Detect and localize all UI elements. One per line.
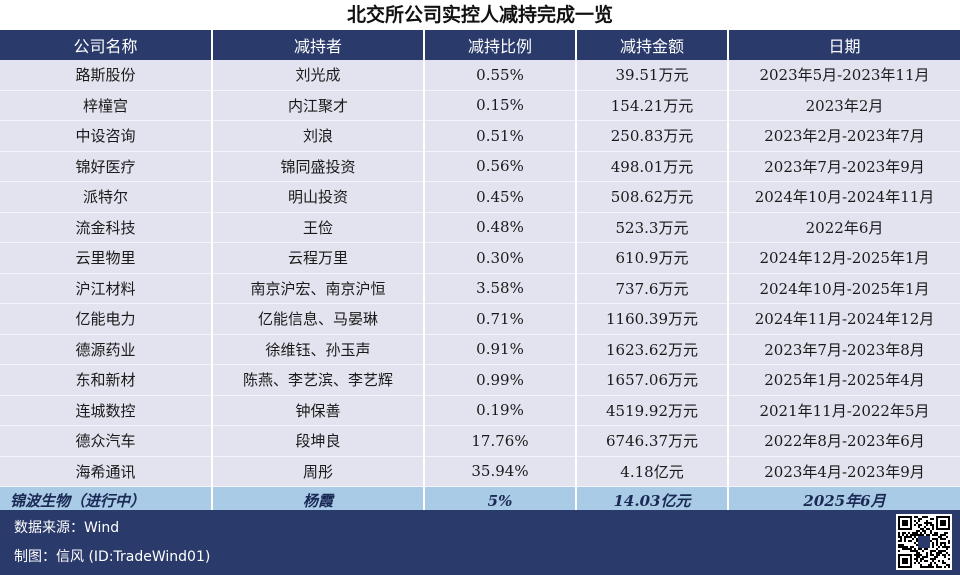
cell-amount: 4519.92万元 (576, 395, 729, 426)
cell-seller: 徐维钰、孙玉声 (212, 334, 425, 365)
cell-amount: 6746.37万元 (576, 425, 729, 457)
cell-company: 派特尔 (0, 181, 213, 213)
table-row: 流金科技 王俭 0.48% 523.3万元 2022年6月 (0, 212, 960, 243)
cell-ratio: 0.48% (424, 212, 577, 243)
cell-seller: 刘浪 (212, 120, 425, 152)
cell-company: 锦好医疗 (0, 151, 213, 182)
cell-ratio: 0.19% (424, 395, 577, 426)
cell-seller: 周彤 (212, 456, 425, 487)
cell-ratio: 0.71% (424, 303, 577, 335)
cell-company: 亿能电力 (0, 303, 213, 335)
table-row: 德众汽车 段坤良 17.76% 6746.37万元 2022年8月-2023年6月 (0, 425, 960, 457)
cell-amount: 508.62万元 (576, 181, 729, 213)
cell-date: 2024年10月-2025年1月 (728, 273, 960, 304)
cell-amount: 4.18亿元 (576, 456, 729, 487)
table-row: 亿能电力 亿能信息、马晏琳 0.71% 1160.39万元 2024年11月-2024年… (0, 303, 960, 335)
cell-seller: 亿能信息、马晏琳 (212, 303, 425, 335)
column-header-seller: 减持者 (212, 30, 425, 60)
cell-company: 路斯股份 (0, 60, 213, 91)
column-header-ratio: 减持比例 (424, 30, 577, 60)
cell-ratio: 0.56% (424, 151, 577, 182)
cell-seller: 王俭 (212, 212, 425, 243)
cell-company: 沪江材料 (0, 273, 213, 304)
table-row: 德源药业 徐维钰、孙玉声 0.91% 1623.62万元 2023年7月-2023年8月 (0, 334, 960, 365)
cell-date: 2024年10月-2024年11月 (728, 181, 960, 213)
cell-ratio: 0.30% (424, 242, 577, 274)
cell-company: 连城数控 (0, 395, 213, 426)
table-row: 路斯股份 刘光成 0.55% 39.51万元 2023年5月-2023年11月 (0, 60, 960, 91)
table-row: 海希通讯 周彤 35.94% 4.18亿元 2023年4月-2023年9月 (0, 456, 960, 487)
cell-ratio: 17.76% (424, 425, 577, 457)
table-row: 云里物里 云程万里 0.30% 610.9万元 2024年12月-2025年1月 (0, 242, 960, 274)
cell-company: 流金科技 (0, 212, 213, 243)
cell-ratio: 0.91% (424, 334, 577, 365)
cell-company: 云里物里 (0, 242, 213, 274)
footer-bar: 数据来源：Wind 制图：信风 (ID:TradeWind01) (0, 510, 960, 575)
cell-ratio: 3.58% (424, 273, 577, 304)
cell-amount: 154.21万元 (576, 90, 729, 121)
cell-seller: 锦同盛投资 (212, 151, 425, 182)
cell-ratio: 35.94% (424, 456, 577, 487)
cell-seller: 明山投资 (212, 181, 425, 213)
table-row: 派特尔 明山投资 0.45% 508.62万元 2024年10月-2024年11月 (0, 181, 960, 213)
table-header-row: 公司名称 减持者 减持比例 减持金额 日期 (0, 30, 960, 60)
qr-code-icon (896, 514, 952, 570)
cell-amount: 737.6万元 (576, 273, 729, 304)
column-header-date: 日期 (728, 30, 960, 60)
column-header-amount: 减持金额 (576, 30, 729, 60)
cell-company: 德众汽车 (0, 425, 213, 457)
cell-seller: 内江聚才 (212, 90, 425, 121)
table-row: 东和新材 陈燕、李艺滨、李艺辉 0.99% 1657.06万元 2025年1月-2025… (0, 364, 960, 396)
cell-ratio: 0.15% (424, 90, 577, 121)
cell-date: 2022年6月 (728, 212, 960, 243)
cell-date: 2022年8月-2023年6月 (728, 425, 960, 457)
cell-date: 2021年11月-2022年5月 (728, 395, 960, 426)
column-header-company: 公司名称 (0, 30, 213, 60)
cell-company: 梓橦宫 (0, 90, 213, 121)
cell-seller: 南京沪宏、南京沪恒 (212, 273, 425, 304)
cell-amount: 498.01万元 (576, 151, 729, 182)
cell-seller: 陈燕、李艺滨、李艺辉 (212, 364, 425, 396)
cell-amount: 1160.39万元 (576, 303, 729, 335)
table-row: 锦好医疗 锦同盛投资 0.56% 498.01万元 2023年7月-2023年9月 (0, 151, 960, 182)
cell-date: 2023年4月-2023年9月 (728, 456, 960, 487)
reduction-table: 公司名称 减持者 减持比例 减持金额 日期 路斯股份 刘光成 0.55% 39.51万… (0, 30, 960, 515)
cell-company: 中设咨询 (0, 120, 213, 152)
cell-amount: 523.3万元 (576, 212, 729, 243)
page-title: 北交所公司实控人减持完成一览 (346, 4, 613, 26)
chart-credit: 制图：信风 (ID:TradeWind01) (14, 549, 211, 565)
cell-date: 2023年5月-2023年11月 (728, 60, 960, 91)
cell-amount: 250.83万元 (576, 120, 729, 152)
cell-date: 2023年2月 (728, 90, 960, 121)
cell-date: 2025年1月-2025年4月 (728, 364, 960, 396)
cell-seller: 刘光成 (212, 60, 425, 91)
cell-seller: 云程万里 (212, 242, 425, 274)
cell-ratio: 0.55% (424, 60, 577, 91)
cell-company: 德源药业 (0, 334, 213, 365)
table-row: 沪江材料 南京沪宏、南京沪恒 3.58% 737.6万元 2024年10月-2025年1… (0, 273, 960, 304)
cell-amount: 1623.62万元 (576, 334, 729, 365)
cell-amount: 1657.06万元 (576, 364, 729, 396)
cell-seller: 段坤良 (212, 425, 425, 457)
cell-date: 2024年12月-2025年1月 (728, 242, 960, 274)
cell-ratio: 0.51% (424, 120, 577, 152)
table-row: 梓橦宫 内江聚才 0.15% 154.21万元 2023年2月 (0, 90, 960, 121)
cell-ratio: 0.45% (424, 181, 577, 213)
data-source-note: 数据来源：Wind (14, 520, 120, 536)
table-row: 连城数控 钟保善 0.19% 4519.92万元 2021年11月-2022年5月 (0, 395, 960, 426)
table-row: 中设咨询 刘浪 0.51% 250.83万元 2023年2月-2023年7月 (0, 120, 960, 152)
cell-ratio: 0.99% (424, 364, 577, 396)
cell-amount: 39.51万元 (576, 60, 729, 91)
cell-date: 2023年7月-2023年8月 (728, 334, 960, 365)
cell-date: 2024年11月-2024年12月 (728, 303, 960, 335)
cell-date: 2023年2月-2023年7月 (728, 120, 960, 152)
cell-amount: 610.9万元 (576, 242, 729, 274)
cell-date: 2023年7月-2023年9月 (728, 151, 960, 182)
cell-company: 东和新材 (0, 364, 213, 396)
cell-seller: 钟保善 (212, 395, 425, 426)
cell-company: 海希通讯 (0, 456, 213, 487)
